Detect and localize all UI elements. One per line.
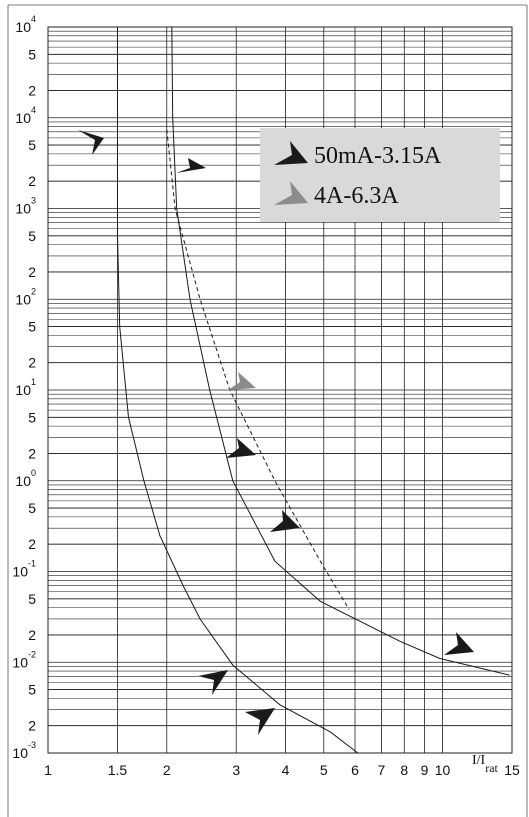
x-tick-label: 9: [421, 762, 429, 778]
y-tick-sup: 3: [31, 196, 36, 206]
y-tick-main: 5: [28, 409, 36, 425]
curve: [117, 27, 359, 754]
y-tick-label: 5: [28, 682, 36, 698]
y-tick-main: 5: [28, 500, 36, 516]
legend-symbol: [274, 181, 308, 205]
y-tick-label: 5: [28, 409, 36, 425]
y-tick-label: 2: [28, 536, 36, 552]
x-axis-label: I/Irat: [472, 753, 499, 775]
curve: [171, 26, 510, 676]
arrow: [198, 670, 228, 695]
arrow: [78, 130, 104, 155]
y-tick-label: 5: [28, 319, 36, 335]
y-tick-sup: -3: [28, 740, 36, 750]
y-tick-main: 2: [28, 718, 36, 734]
y-tick-main: 10: [12, 564, 28, 580]
arrow: [444, 632, 474, 655]
y-tick-label: 5: [28, 500, 36, 516]
legend-box: [260, 128, 500, 222]
y-tick-label: 5: [28, 46, 36, 62]
y-tick-label: 2: [28, 445, 36, 461]
y-tick-main: 2: [28, 445, 36, 461]
y-tick-main: 10: [12, 654, 28, 670]
y-tick-main: 5: [28, 137, 36, 153]
x-tick-label: 15: [504, 762, 520, 778]
y-tick-label: 104: [15, 14, 36, 35]
y-tick-label: 10-1: [12, 559, 36, 580]
arrow: [176, 158, 206, 173]
y-tick-label: 2: [28, 173, 36, 189]
grid: [47, 26, 513, 754]
arrow: [228, 372, 256, 390]
arrow: [226, 438, 256, 458]
y-tick-main: 2: [28, 536, 36, 552]
y-tick-label: 5: [28, 137, 36, 153]
legend: 50mA-3.15A 4A-6.3A: [274, 141, 442, 209]
y-tick-main: 10: [15, 291, 31, 307]
arrow: [270, 510, 300, 532]
x-label-main: I/I: [472, 753, 486, 768]
legend-label: 4A-6.3A: [314, 183, 399, 209]
x-tick-label: 4: [282, 762, 290, 778]
y-tick-main: 2: [28, 627, 36, 643]
x-tick-label: 1: [44, 762, 52, 778]
y-tick-sup: 1: [31, 377, 36, 387]
y-tick-main: 10: [15, 382, 31, 398]
y-tick-sup: 2: [31, 286, 36, 296]
y-tick-label: 2: [28, 718, 36, 734]
y-tick-label: 100: [15, 468, 36, 489]
y-tick-main: 5: [28, 591, 36, 607]
y-tick-label: 2: [28, 82, 36, 98]
y-tick-main: 5: [28, 46, 36, 62]
y-tick-label: 103: [15, 196, 36, 217]
y-tick-label: 102: [15, 286, 36, 307]
y-tick-sup: 4: [31, 14, 36, 24]
x-tick-label: 3: [232, 762, 240, 778]
y-tick-sup: -1: [28, 559, 36, 569]
y-tick-label: 5: [28, 228, 36, 244]
legend-label: 50mA-3.15A: [314, 143, 442, 169]
x-tick-label: 6: [351, 762, 359, 778]
arrow-markers: [78, 130, 474, 735]
y-tick-main: 5: [28, 228, 36, 244]
y-tick-main: 2: [28, 82, 36, 98]
y-tick-label: 2: [28, 355, 36, 371]
y-tick-label: 104: [15, 105, 36, 126]
y-tick-label: 2: [28, 264, 36, 280]
y-tick-label: 101: [15, 377, 36, 398]
y-tick-main: 2: [28, 355, 36, 371]
y-tick-sup: -2: [28, 649, 36, 659]
x-tick-label: 1.5: [108, 762, 128, 778]
y-tick-main: 5: [28, 682, 36, 698]
y-tick-main: 10: [15, 110, 31, 126]
y-tick-label: 2: [28, 627, 36, 643]
x-tick-label: 10: [435, 762, 451, 778]
y-tick-sup: 0: [31, 468, 36, 478]
curve: [166, 129, 350, 610]
y-tick-main: 10: [15, 19, 31, 35]
arrow: [245, 708, 275, 735]
y-tick-main: 5: [28, 319, 36, 335]
y-tick-main: 10: [15, 201, 31, 217]
x-label-sub: rat: [485, 761, 498, 775]
y-tick-main: 2: [28, 173, 36, 189]
plot-border: [47, 26, 513, 754]
y-tick-main: 10: [15, 473, 31, 489]
x-tick-label: 5: [320, 762, 328, 778]
y-tick-main: 10: [12, 745, 28, 761]
y-tick-main: 2: [28, 264, 36, 280]
y-tick-label: 5: [28, 591, 36, 607]
x-tick-label: 7: [378, 762, 386, 778]
x-tick-label: 8: [400, 762, 408, 778]
y-tick-label: 10-2: [12, 649, 36, 670]
curves: [117, 26, 510, 754]
x-tick-label: 2: [163, 762, 171, 778]
legend-symbol: [274, 141, 308, 165]
y-tick-sup: 4: [31, 105, 36, 115]
y-tick-label: 10-3: [12, 740, 36, 761]
